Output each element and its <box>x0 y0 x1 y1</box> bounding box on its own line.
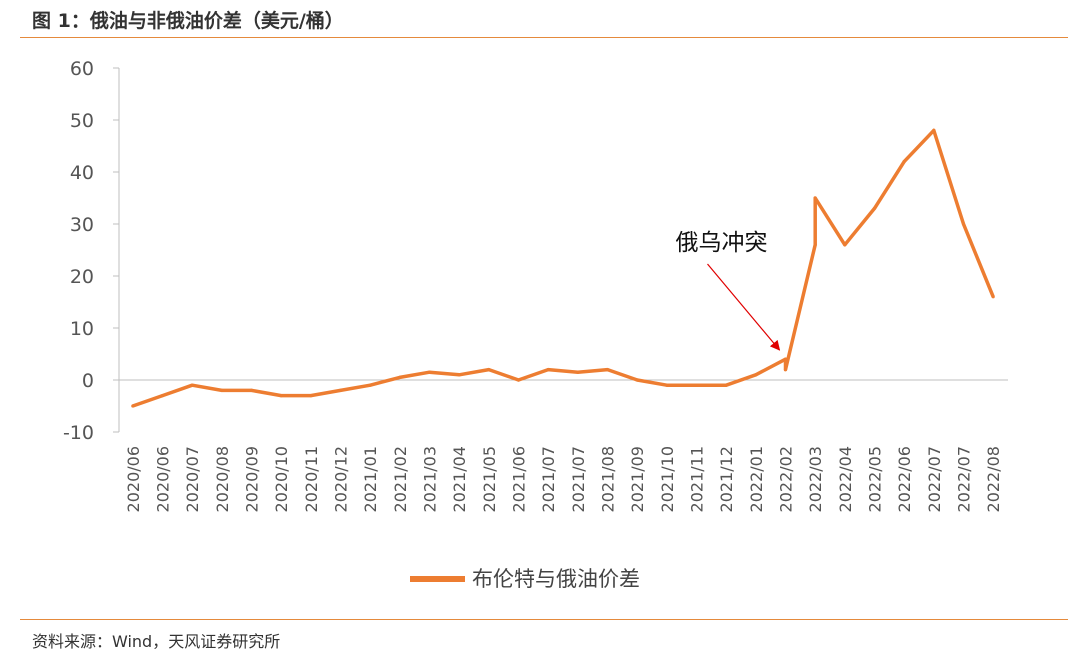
series-layer <box>131 128 995 408</box>
x-tick-label: 2020/10 <box>272 446 291 512</box>
data-point <box>427 370 432 374</box>
x-tick-label: 2021/11 <box>688 446 707 512</box>
x-tick-label: 2021/03 <box>421 446 440 512</box>
data-point <box>813 196 817 200</box>
x-axis: 2020/06 2020/06 2020/07 2020/08 2020/09 2020/… <box>118 379 1008 512</box>
x-tick-label: 2022/07 <box>925 446 944 512</box>
data-point <box>843 243 847 247</box>
y-tick-label: 0 <box>82 370 94 392</box>
data-point <box>190 383 194 387</box>
data-point <box>694 383 699 387</box>
data-point <box>605 368 610 372</box>
data-point <box>309 394 313 398</box>
x-tick-label: 2020/12 <box>332 446 351 512</box>
x-tick-label: 2022/01 <box>747 446 766 512</box>
data-point <box>546 368 550 372</box>
top-divider <box>20 37 1068 38</box>
x-tick-label: 2022/04 <box>836 446 855 512</box>
data-point <box>961 222 966 226</box>
x-tick-label: 2020/07 <box>183 446 202 512</box>
data-point <box>813 243 817 247</box>
annotation-label: 俄乌冲突 <box>676 230 768 256</box>
data-point <box>872 206 877 210</box>
x-tick-label: 2021/09 <box>628 446 647 512</box>
annotation-layer: 俄乌冲突 <box>676 230 781 351</box>
data-point <box>991 295 995 299</box>
data-point <box>131 404 135 408</box>
y-tick-label: -10 <box>63 422 94 444</box>
data-point <box>724 383 728 387</box>
data-point <box>902 160 906 164</box>
y-tick-label: 30 <box>70 214 94 236</box>
x-tick-label: 2021/08 <box>599 446 618 512</box>
data-point <box>338 388 343 392</box>
x-tick-label: 2022/07 <box>955 446 974 512</box>
x-tick-label: 2021/01 <box>361 446 380 512</box>
data-point <box>576 370 580 374</box>
data-point <box>754 373 758 377</box>
data-point <box>160 394 165 398</box>
y-axis: -10 0 10 20 30 40 50 60 <box>63 58 120 444</box>
legend: 布伦特与俄油价差 <box>410 567 640 591</box>
legend-label: 布伦特与俄油价差 <box>472 567 640 591</box>
x-tick-label: 2022/02 <box>777 446 796 512</box>
bottom-divider <box>20 619 1068 620</box>
y-tick-label: 10 <box>70 318 94 340</box>
figure-title: 图 1：俄油与非俄油价差（美元/桶） <box>32 10 344 32</box>
data-point <box>665 383 669 387</box>
x-tick-label: 2020/06 <box>124 446 143 512</box>
x-tick-label: 2021/07 <box>569 446 588 512</box>
data-point <box>249 388 254 392</box>
annotation-arrow <box>707 263 781 351</box>
data-point <box>783 368 788 372</box>
x-tick-label: 2021/12 <box>717 446 736 512</box>
y-tick-label: 20 <box>70 266 94 288</box>
y-tick-label: 40 <box>70 162 94 184</box>
data-point <box>368 383 372 387</box>
x-tick-label: 2022/08 <box>984 446 1003 512</box>
x-tick-label: 2021/10 <box>658 446 677 512</box>
x-tick-label: 2020/06 <box>154 446 173 512</box>
data-point <box>516 378 521 382</box>
x-tick-label: 2020/08 <box>213 446 232 512</box>
data-point <box>220 388 224 392</box>
x-tick-label: 2021/06 <box>510 446 529 512</box>
data-point <box>932 128 936 132</box>
data-point <box>457 373 461 377</box>
x-tick-label: 2022/06 <box>895 446 914 512</box>
x-tick-label: 2022/05 <box>866 446 885 512</box>
data-point <box>398 375 402 379</box>
data-point <box>279 394 283 398</box>
y-tick-label: 50 <box>70 110 94 132</box>
x-tick-label: 2021/02 <box>391 446 410 512</box>
data-point <box>487 368 491 372</box>
x-tick-label: 2021/07 <box>539 446 558 512</box>
y-tick-label: 60 <box>70 58 94 80</box>
series-line <box>132 128 995 408</box>
data-point <box>635 378 639 382</box>
x-tick-label: 2022/03 <box>806 446 825 512</box>
x-tick-label: 2020/11 <box>302 446 321 512</box>
x-tick-label: 2021/05 <box>480 446 499 512</box>
x-tick-label: 2020/09 <box>243 446 262 512</box>
x-tick-label: 2021/04 <box>450 446 469 512</box>
data-point <box>783 357 788 361</box>
source-note: 资料来源：Wind，天风证券研究所 <box>32 632 281 651</box>
